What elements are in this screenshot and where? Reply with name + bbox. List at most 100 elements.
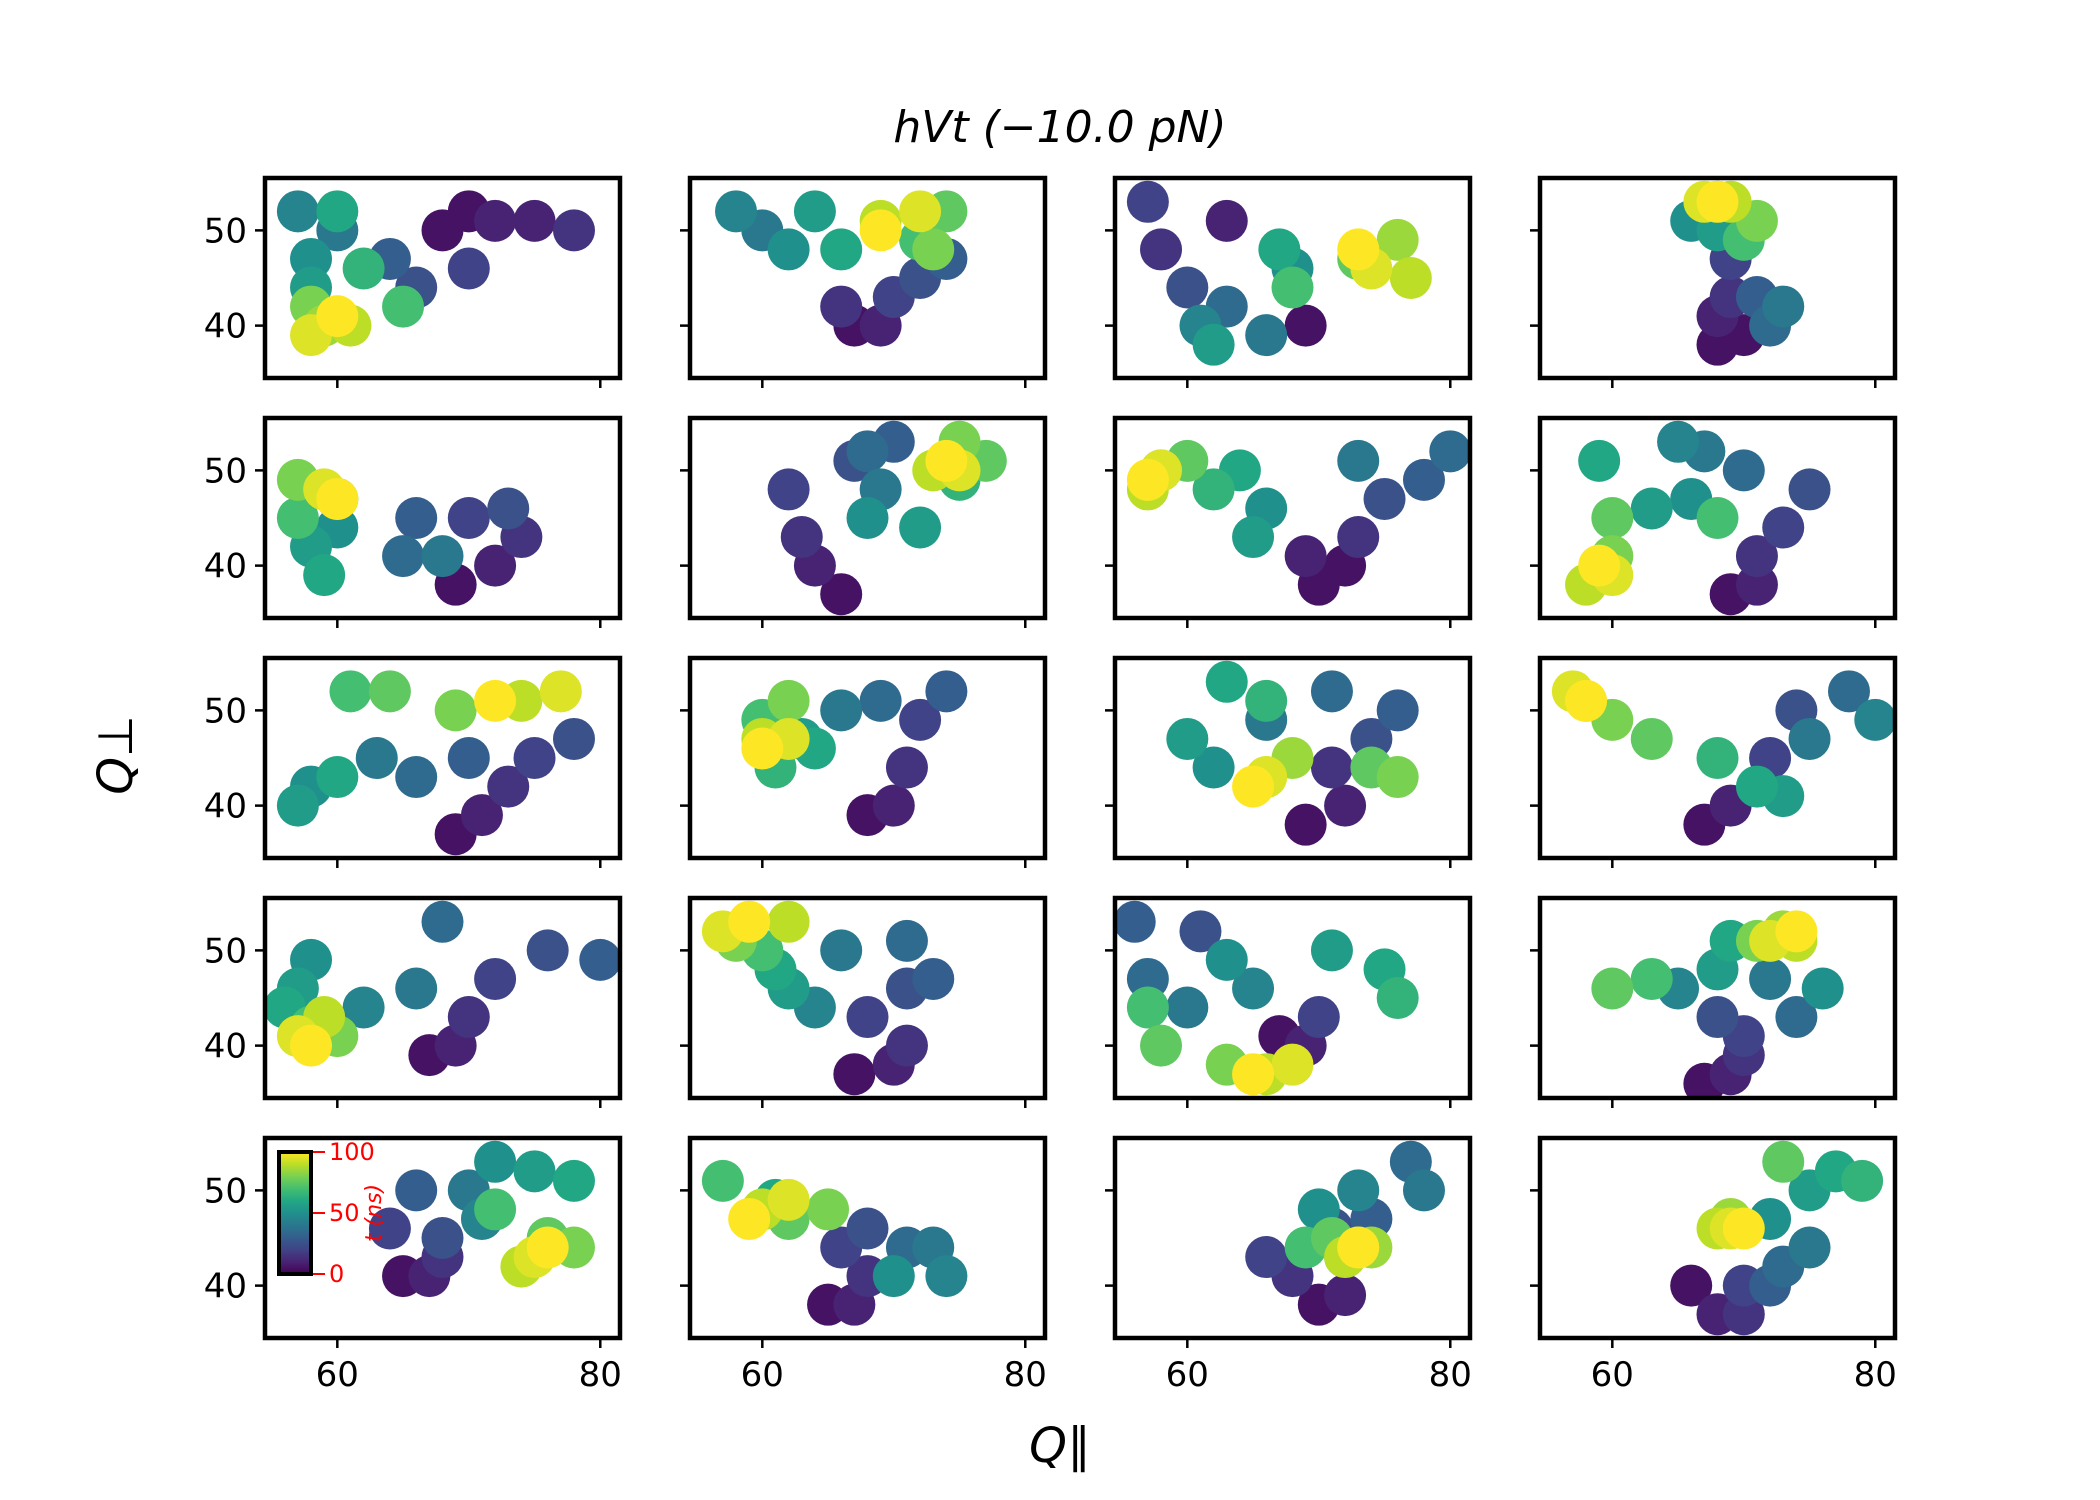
scatter-point <box>1788 717 1831 760</box>
scatter-point <box>276 784 319 827</box>
panel-frame <box>262 1135 623 1341</box>
scatter-point <box>899 698 942 741</box>
scatter-point <box>1271 1043 1314 1086</box>
scatter-point <box>342 986 385 1029</box>
scatter-point <box>1232 1053 1275 1096</box>
scatter-points <box>767 420 1007 616</box>
panel-5: 40 50 <box>204 415 623 628</box>
scatter-points <box>265 900 620 1077</box>
panel-frame <box>262 415 623 621</box>
scatter-point <box>526 1226 569 1269</box>
scatter-point <box>1363 477 1406 520</box>
scatter-point <box>395 497 438 539</box>
scatter-point <box>1402 1169 1445 1212</box>
scatter-point <box>1722 449 1765 492</box>
scatter-point <box>846 430 889 473</box>
scatter-point <box>276 190 319 233</box>
scatter-point <box>885 1024 928 1067</box>
panel-4 <box>1530 175 1898 388</box>
scatter-points <box>276 190 595 357</box>
scatter-point <box>1284 304 1327 347</box>
panel-14 <box>680 895 1048 1108</box>
scatter-point <box>1762 285 1805 328</box>
panel-8 <box>1530 415 1898 628</box>
scatter-point <box>925 439 968 482</box>
scatter-point <box>421 900 464 943</box>
scatter-point <box>1192 323 1235 366</box>
scatter-point <box>513 737 556 779</box>
panel-frame <box>262 175 623 381</box>
y-tick-label: 50 <box>204 1171 247 1211</box>
scatter-point <box>421 535 464 578</box>
scatter-point <box>1324 784 1367 827</box>
chart-title: hVt (−10.0 pN) <box>893 102 1226 153</box>
scatter-point <box>355 737 398 779</box>
panel-frame <box>687 895 1048 1101</box>
scatter-point <box>741 727 784 770</box>
scatter-point <box>1775 910 1818 953</box>
scatter-point <box>1389 257 1432 299</box>
scatter-point <box>1310 670 1353 713</box>
scatter-point <box>1205 199 1248 242</box>
scatter-point <box>1179 910 1222 953</box>
scatter-point <box>728 900 771 943</box>
scatter-point <box>1192 746 1235 789</box>
scatter-point <box>859 679 902 722</box>
colorbar-tick-label: 50 <box>329 1199 360 1227</box>
scatter-point <box>807 1188 850 1231</box>
scatter-point <box>1337 1169 1380 1212</box>
scatter-point <box>1166 266 1209 309</box>
scatter-points <box>1245 1140 1445 1326</box>
panel-13: 40 50 <box>204 895 623 1108</box>
scatter-point <box>1126 986 1169 1029</box>
scatter-point <box>316 477 359 520</box>
scatter-point <box>1337 439 1380 482</box>
x-tick-label: 60 <box>316 1355 359 1395</box>
scatter-points <box>1670 1140 1884 1336</box>
scatter-point <box>1232 516 1275 559</box>
y-tick-label: 40 <box>204 787 247 827</box>
scatter-point <box>434 689 477 732</box>
scatter-point <box>1578 439 1621 482</box>
scatter-point <box>1376 977 1419 1019</box>
scatter-points <box>1551 670 1895 846</box>
scatter-point <box>474 1188 517 1231</box>
x-axis-label: Q∥ <box>1029 1418 1091 1474</box>
scatter-point <box>474 199 517 242</box>
scatter-point <box>1126 458 1169 501</box>
scatter-point <box>1749 957 1792 1000</box>
panel-9: 40 50 <box>204 655 623 868</box>
panel-10 <box>680 655 1048 868</box>
scatter-point <box>1788 468 1831 511</box>
scatter-point <box>1841 1159 1884 1202</box>
panel-12 <box>1530 655 1898 868</box>
scatter-point <box>1140 228 1183 271</box>
panel-frame <box>1537 895 1898 1101</box>
scatter-point <box>316 295 359 338</box>
scatter-point <box>1775 996 1818 1039</box>
scatter-point <box>316 756 359 799</box>
scatter-point <box>1696 180 1739 223</box>
panel-11 <box>1105 655 1473 868</box>
scatter-point <box>1735 765 1778 808</box>
scatter-point <box>820 228 863 271</box>
scatter-point <box>474 957 517 1000</box>
panel-frame <box>1112 175 1473 381</box>
scatter-point <box>1166 717 1209 760</box>
scatter-points <box>1591 910 1844 1098</box>
panel-15 <box>1105 895 1473 1108</box>
panel-3 <box>1105 175 1473 388</box>
colorbar-gradient <box>277 1150 313 1276</box>
scatter-point <box>552 1159 595 1202</box>
scatter-point <box>1376 756 1419 799</box>
scatter-point <box>1205 938 1248 981</box>
y-tick-label: 50 <box>204 451 247 491</box>
panel-frame <box>1537 1135 1898 1341</box>
scatter-point <box>820 285 863 328</box>
scatter-point <box>1284 535 1327 578</box>
scatter-point <box>912 957 955 1000</box>
scatter-point <box>1284 803 1327 846</box>
scatter-point <box>925 670 968 713</box>
scatter-point <box>1140 1024 1183 1067</box>
panel-frame <box>687 655 1048 861</box>
